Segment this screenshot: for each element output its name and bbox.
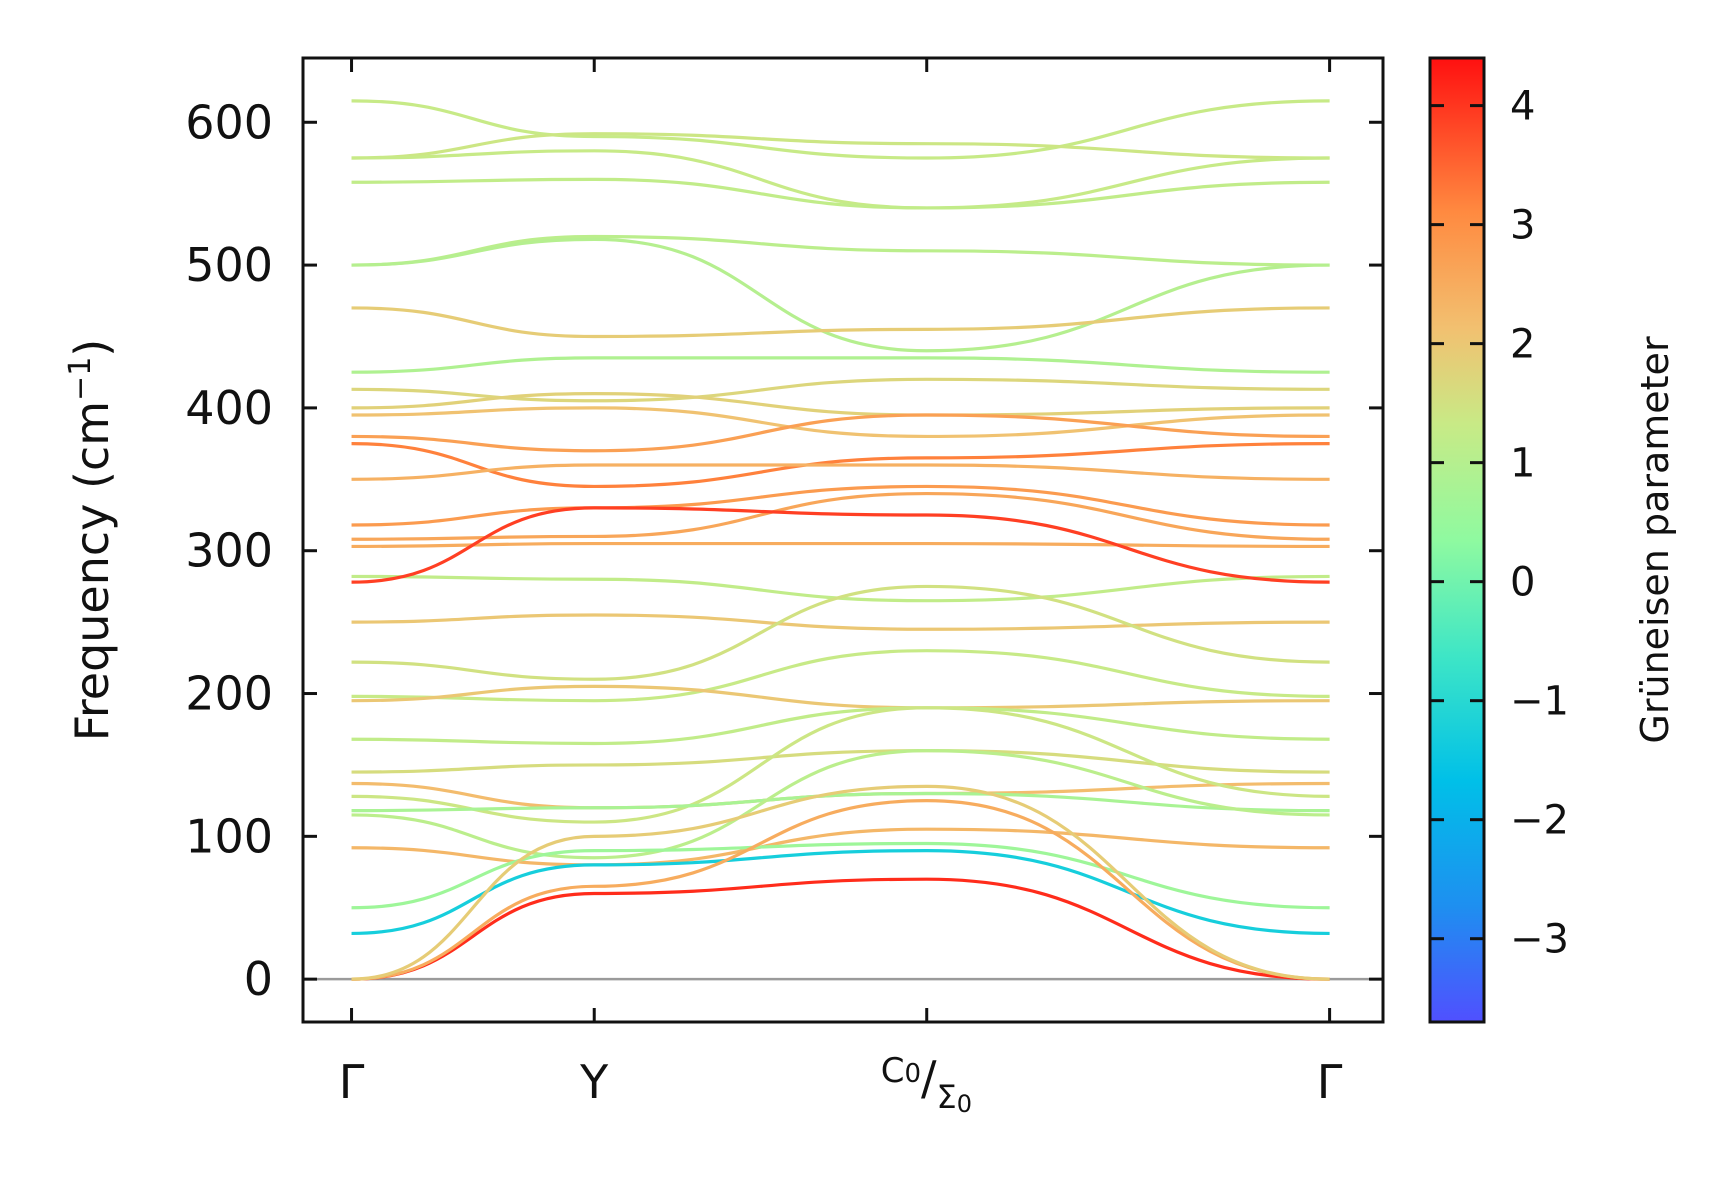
band-4 [351, 234, 1330, 267]
colorbar-tick-label: 2 [1510, 322, 1535, 368]
y-tick-label: 100 [185, 809, 273, 863]
colorbar-gradient [1428, 56, 1486, 1024]
band-3 [351, 177, 1330, 210]
y-axis-title-exponent: −1 [63, 357, 98, 401]
band-23 [351, 706, 1330, 746]
band-11 [351, 413, 1330, 453]
band-18 [351, 506, 1330, 584]
band-29 [351, 827, 1330, 867]
band-33 [351, 799, 1330, 981]
plot-area: 0 100 200 300 400 500 600 Γ Y C0/Σ0 Γ [185, 56, 1385, 1118]
x-axis: Γ Y C0/Σ0 Γ [339, 58, 1343, 1118]
x-tick-label: Y [579, 1055, 609, 1109]
y-axis-title-text: Frequency (cm [65, 401, 119, 741]
band-2 [351, 149, 1330, 210]
band-28 [351, 749, 1330, 860]
band-13 [351, 463, 1330, 481]
x-tick-label: C0/Σ0 [881, 1051, 972, 1118]
colorbar-ticks: 4 3 2 1 0 −1 −2 −3 [1430, 84, 1569, 963]
colorbar-tick-label: −2 [1510, 798, 1569, 844]
band-9 [351, 392, 1330, 417]
y-tick-label: 600 [185, 95, 273, 149]
colorbar-tick-label: −3 [1510, 917, 1569, 963]
colorbar-tick-label: 4 [1510, 84, 1535, 130]
band-27 [351, 791, 1330, 813]
y-axis-title: Frequency (cm−1) [63, 339, 119, 742]
band-30 [351, 841, 1330, 910]
band-1 [351, 132, 1330, 160]
band-22 [351, 684, 1330, 710]
y-axis-title-close: ) [65, 339, 119, 357]
band-32 [351, 877, 1330, 981]
band-24 [351, 749, 1330, 774]
x-tick-label: Γ [1317, 1055, 1343, 1109]
band-26 [351, 706, 1330, 824]
colorbar-tick-label: 0 [1510, 560, 1535, 606]
band-7 [351, 356, 1330, 374]
band-21 [351, 649, 1330, 703]
colorbar-title: Grüneisen parameter [1633, 336, 1677, 744]
band-17 [351, 574, 1330, 603]
y-axis: 0 100 200 300 400 500 600 [185, 95, 1383, 1006]
y-tick-label: 0 [244, 952, 273, 1006]
band-6 [351, 306, 1330, 339]
colorbar-tick-label: 3 [1510, 203, 1535, 249]
y-tick-label: 200 [185, 667, 273, 721]
colorbar: 4 3 2 1 0 −1 −2 −3 Grüneisen parameter [1428, 56, 1677, 1024]
band-15 [351, 491, 1330, 541]
colorbar-tick-label: 1 [1510, 441, 1535, 487]
colorbar-tick-label: −1 [1510, 679, 1569, 725]
band-8 [351, 377, 1330, 403]
band-20 [351, 584, 1330, 681]
y-tick-label: 500 [185, 238, 273, 292]
x-tick-label: Γ [339, 1055, 365, 1109]
y-tick-label: 400 [185, 381, 273, 435]
phonon-bands [351, 99, 1330, 981]
band-19 [351, 613, 1330, 631]
band-16 [351, 541, 1330, 549]
y-tick-label: 300 [185, 524, 273, 578]
plot-frame [301, 56, 1385, 1024]
band-0 [351, 99, 1330, 160]
band-34 [351, 784, 1330, 981]
band-14 [351, 484, 1330, 527]
band-5 [351, 237, 1330, 353]
